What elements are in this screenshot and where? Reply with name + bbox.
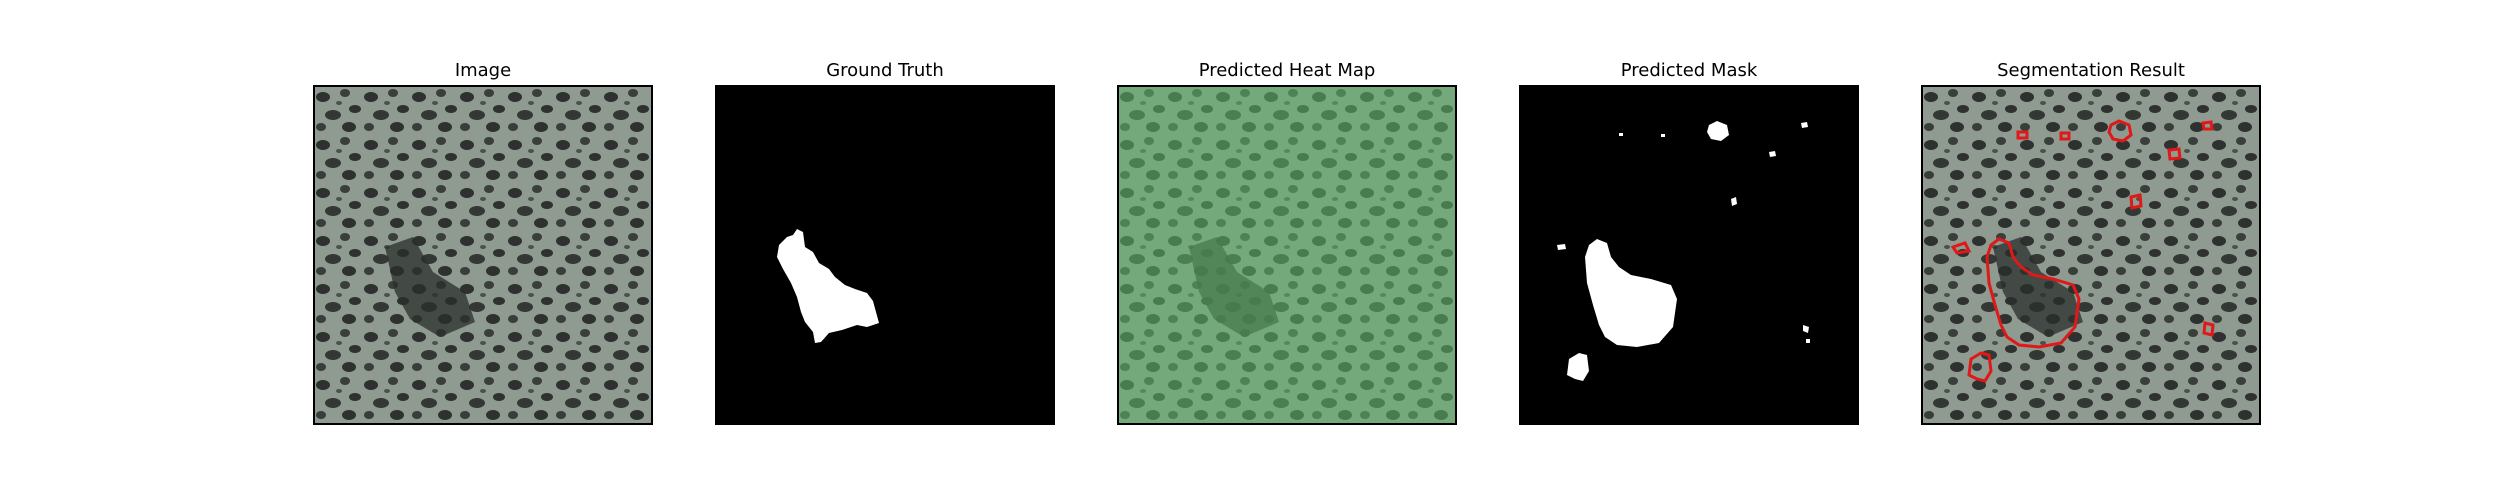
panel-image: Image (313, 0, 653, 500)
panel-title-mask: Predicted Mask (1620, 60, 1758, 81)
ground-truth-frame (715, 85, 1055, 425)
panel-title-segmentation: Segmentation Result (1997, 60, 2185, 81)
original-image (315, 87, 651, 423)
segmentation-frame (1921, 85, 2261, 425)
panel-segmentation: Segmentation Result (1921, 0, 2261, 500)
heatmap-image (1119, 87, 1455, 423)
panel-mask: Predicted Mask (1519, 0, 1859, 500)
panel-heatmap: Predicted Heat Map (1117, 0, 1457, 500)
predicted-blob (1707, 121, 1729, 141)
segmentation-image (1923, 87, 2259, 423)
mask-frame (1519, 85, 1859, 425)
heatmap-overlay (1119, 87, 1455, 423)
heatmap-frame (1117, 85, 1457, 425)
panel-ground-truth: Ground Truth (715, 0, 1055, 500)
predicted-mask (1521, 87, 1857, 423)
ground-truth-mask (717, 87, 1053, 423)
image-frame (313, 85, 653, 425)
panel-title-heatmap: Predicted Heat Map (1198, 60, 1376, 81)
predicted-main-region (1585, 239, 1677, 347)
panel-title-image: Image (454, 60, 512, 81)
ground-truth-region (777, 229, 879, 343)
segmentation-contours (1950, 119, 2215, 383)
panel-title-ground-truth: Ground Truth (826, 60, 944, 81)
